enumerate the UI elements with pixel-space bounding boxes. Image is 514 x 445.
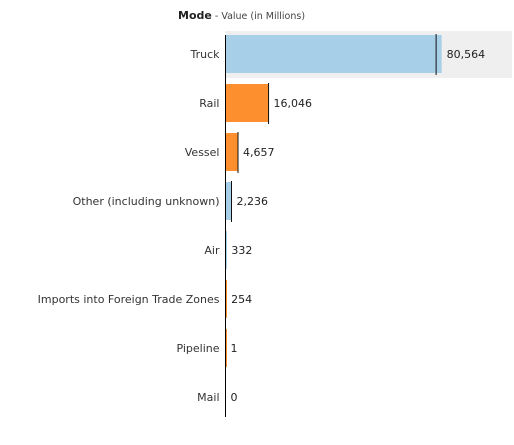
value-label-truck: 80,564 <box>447 48 486 61</box>
chart-title-main: Mode <box>178 9 212 22</box>
bar-other-including-unknown <box>225 182 232 220</box>
bar-pipeline <box>225 329 227 367</box>
chart-title: Mode - Value (in Millions) <box>178 9 305 22</box>
category-label-mail: Mail <box>197 391 219 404</box>
bar-air <box>225 231 227 269</box>
category-label-other-including-unknown: Other (including unknown) <box>73 195 220 208</box>
category-label-vessel: Vessel <box>185 146 220 159</box>
value-label-imports-into-foreign-trade-zones: 254 <box>231 293 252 306</box>
chart-subtitle: Value (in Millions) <box>221 11 306 22</box>
category-label-imports-into-foreign-trade-zones: Imports into Foreign Trade Zones <box>38 293 220 306</box>
bar-rail <box>225 84 269 122</box>
value-label-other-including-unknown: 2,236 <box>236 195 268 208</box>
bar-imports-into-foreign-trade-zones <box>225 280 227 318</box>
value-label-air: 332 <box>231 244 252 257</box>
category-label-truck: Truck <box>189 48 220 61</box>
value-label-vessel: 4,657 <box>243 146 275 159</box>
bar-truck <box>225 35 442 73</box>
bar-vessel <box>225 133 238 171</box>
value-label-mail: 0 <box>231 391 238 404</box>
chart-title-separator: - <box>211 11 222 22</box>
category-label-air: Air <box>204 244 220 257</box>
value-label-pipeline: 1 <box>231 342 238 355</box>
category-label-rail: Rail <box>199 97 219 110</box>
value-label-rail: 16,046 <box>274 97 313 110</box>
category-label-pipeline: Pipeline <box>176 342 219 355</box>
